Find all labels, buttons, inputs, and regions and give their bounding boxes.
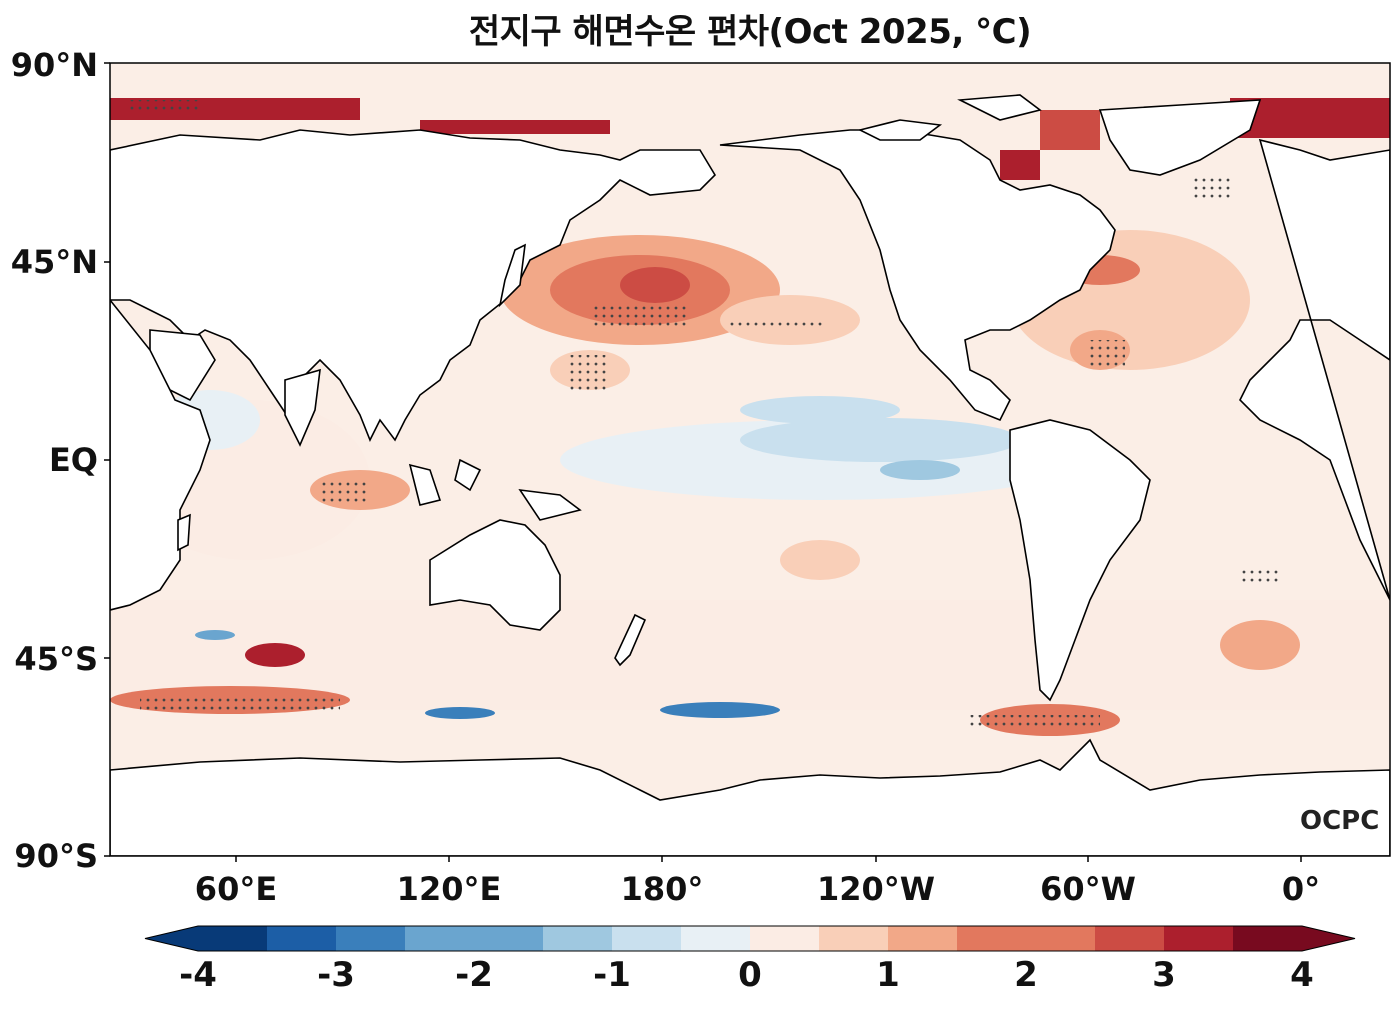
colorbar-segment (1233, 926, 1303, 951)
colorbar-extend-max (1302, 926, 1355, 951)
colorbar-segment (336, 926, 406, 951)
colorbar-tick-label: -3 (317, 955, 355, 995)
colorbar-segment (1095, 926, 1165, 951)
lon-label-60e: 60°E (194, 870, 278, 908)
south-america-landmass (1009, 419, 1151, 702)
colorbar-extend-min (145, 926, 198, 951)
colorbar-segment (405, 926, 475, 951)
lon-label-120w: 120°W (816, 870, 936, 908)
colorbar-tick-label: 1 (876, 955, 900, 995)
colorbar-segment (957, 926, 1027, 951)
colorbar (144, 925, 1356, 952)
colorbar-segment (474, 926, 544, 951)
land-masses (110, 94, 1390, 856)
colorbar-segment (888, 926, 958, 951)
north-america-landmass (719, 129, 1116, 422)
africa-landmass (110, 298, 211, 611)
lon-label-120e: 120°E (396, 870, 502, 908)
colorbar-segment (1026, 926, 1096, 951)
lat-label-90s: 90°S (14, 837, 98, 875)
lat-label-45n: 45°N (10, 243, 98, 281)
colorbar-outline (144, 925, 1356, 952)
colorbar-segment (612, 926, 682, 951)
lat-label-eq: EQ (48, 441, 98, 479)
lat-label-45s: 45°S (14, 640, 98, 678)
ocpc-logo: OCPC (1300, 806, 1380, 836)
eurasia-landmass (110, 129, 717, 442)
colorbar-tick-label: -1 (593, 955, 631, 995)
colorbar-tick-label: 2 (1014, 955, 1038, 995)
europe-africa-west-landmass (1239, 138, 1390, 601)
colorbar-tick-label: -2 (455, 955, 493, 995)
stippling (590, 305, 690, 330)
colorbar-segment (750, 926, 820, 951)
southern-cool-band (660, 702, 780, 718)
colorbar-segment (681, 926, 751, 951)
colorbar-segment (543, 926, 613, 951)
colorbar-segment (819, 926, 889, 951)
japan-landmass (498, 243, 526, 308)
colorbar-tick-label: -4 (179, 955, 217, 995)
australia-landmass (429, 519, 561, 631)
lon-label-0: 0° (1281, 870, 1321, 908)
greenland-landmass (1098, 99, 1262, 176)
antarctica-landmass (110, 738, 1390, 856)
colorbar-segment (1164, 926, 1234, 951)
axis-ticks (104, 62, 1302, 862)
map-title: 전지구 해면수온 편차(Oct 2025, °C) (468, 12, 1032, 52)
colorbar-segment (267, 926, 337, 951)
lon-label-180: 180° (620, 870, 704, 908)
colorbar-tick-label: 0 (738, 955, 762, 995)
colorbar-segment (198, 926, 268, 951)
colorbar-tick-label: 3 (1152, 955, 1176, 995)
colorbar-tick-label: 4 (1290, 955, 1314, 995)
lat-label-90n: 90°N (10, 46, 98, 84)
south-indian-warm-spot (245, 643, 305, 667)
lon-label-60w: 60°W (1040, 870, 1136, 908)
